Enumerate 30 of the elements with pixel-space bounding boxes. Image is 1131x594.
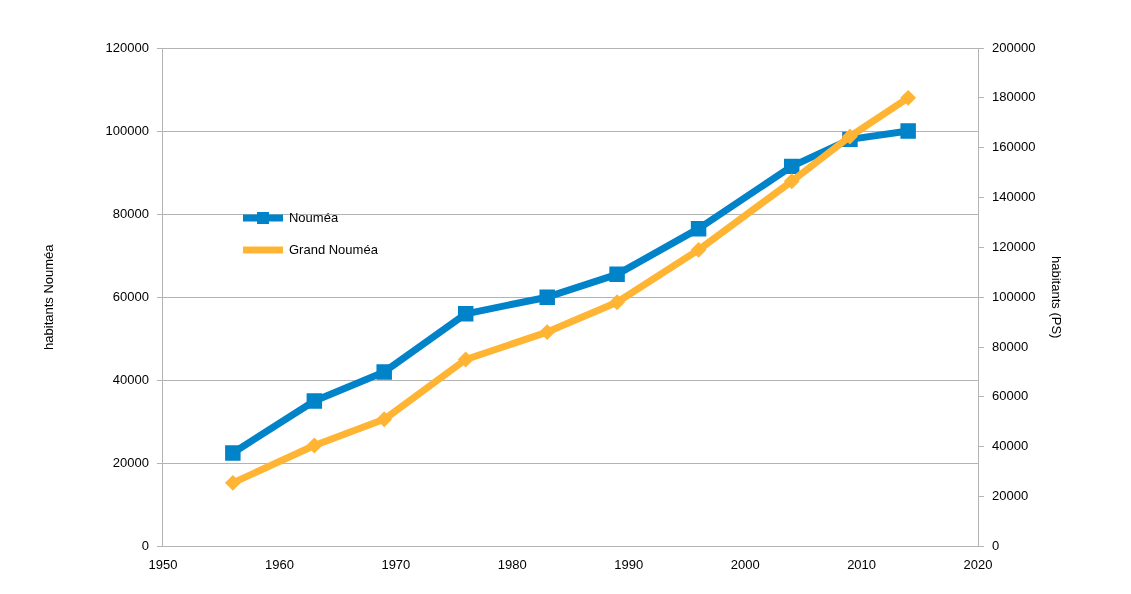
y-tick-label: 40000 [112,371,149,387]
y-tick-label: 80000 [112,205,149,221]
y2-tick-label: 100000 [992,288,1036,304]
y2-tick-label: 40000 [992,438,1029,454]
x-tick-label: 2020 [963,556,993,572]
x-tick-label: 2000 [730,556,760,572]
legend-label: Grand Nouméa [288,241,379,257]
y2-tick-label: 180000 [992,89,1036,105]
y-tick-label: 60000 [112,288,149,304]
y-tick-label: 20000 [112,454,149,470]
y2-tick-label: 20000 [992,488,1029,504]
y2-tick-label: 160000 [992,139,1036,155]
y2-tick-label: 120000 [992,238,1036,254]
x-tick-label: 1970 [381,556,411,572]
y-axis-title: habitants Nouméa [41,243,57,350]
y2-tick-label: 60000 [992,388,1029,404]
y2-tick-label: 80000 [992,338,1029,354]
x-tick-label: 1960 [264,556,294,572]
x-tick-label: 2010 [847,556,877,572]
y-tick-label: 100000 [105,122,149,138]
x-tick-label: 1990 [614,556,644,572]
x-tick-label: 1950 [148,556,178,572]
y-tick-label: 120000 [105,39,149,55]
y2-tick-label: 0 [992,537,1000,553]
y2-tick-label: 200000 [992,39,1036,55]
y2-tick-label: 140000 [992,189,1036,205]
y2-axis-title: habitants (PS) [1048,256,1064,339]
y-tick-label: 0 [141,537,149,553]
legend-label: Nouméa [288,209,339,225]
x-tick-label: 1980 [497,556,527,572]
